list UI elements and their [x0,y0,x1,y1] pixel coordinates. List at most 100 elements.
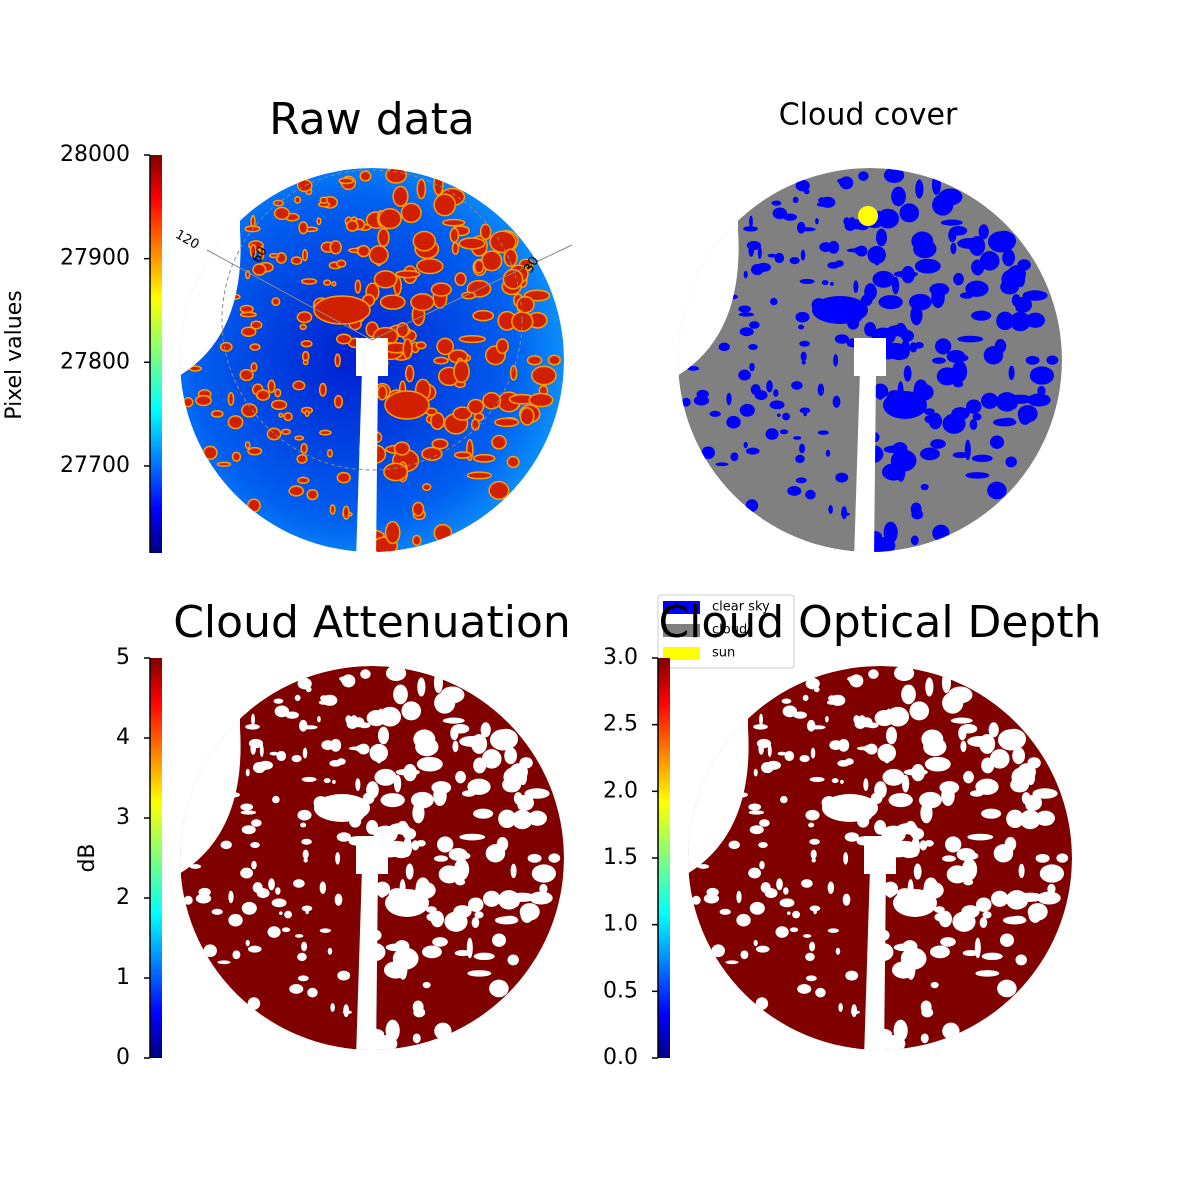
sky-blob [781,698,792,704]
sky-blob [430,412,445,431]
sky-blob [539,883,548,894]
sky-blob [342,505,350,520]
sky-blob [300,822,307,828]
sky-blob [433,193,457,217]
sky-blob [219,341,233,352]
sky-blob [929,945,950,959]
sky-blob [241,825,256,835]
sky-blob [749,321,760,329]
sky-blob [322,279,332,286]
sky-blob [302,248,309,262]
sky-blob [697,864,710,869]
sky-blob [982,911,992,919]
sky-blob [474,758,484,771]
sky-blob [800,351,807,362]
sky-blob [511,809,533,830]
sky-blob [703,893,720,904]
sky-blob [313,295,371,325]
colorbar-tick-label: 0.5 [603,978,638,1003]
sky-blob [383,462,409,482]
sky-blob [841,506,848,520]
sky-blob [296,311,313,324]
sky-blob [957,335,984,343]
sky-blob [902,940,918,954]
sky-blob [503,248,518,267]
sky-blob [805,809,820,821]
sky-blob [942,855,956,862]
sky-blob [818,197,826,204]
sky-blob [755,945,770,953]
sky-blob [1028,905,1042,923]
polar-label: 120 [172,227,201,252]
sky-blob [972,413,982,421]
mast-top [356,836,388,874]
sky-blob [360,669,371,679]
sky-blob [495,338,509,355]
sky-blob [831,778,839,784]
sky-blob [745,499,759,512]
sky-blob [436,337,455,356]
sky-blob [337,970,351,981]
sky-blob [217,960,231,965]
sky-blob [489,230,517,254]
sky-blob [183,895,193,905]
sky-blob [893,270,918,278]
sky-blob [295,934,304,938]
sky-blob [883,391,927,419]
sky-blob [914,258,941,274]
sky-blob [335,333,352,345]
sky-blob [811,858,816,863]
sky-blob [817,430,829,435]
sky-blob [1015,954,1027,966]
sky-blob [393,684,408,705]
sky-blob [774,252,785,264]
sky-blob [913,863,922,880]
sky-blob [498,809,516,829]
sky-blob [345,219,359,232]
sky-blob [302,747,308,759]
sky-blob [1037,891,1061,905]
sky-blob [273,698,284,704]
sky-blob [275,887,281,895]
sky-blob [997,979,1017,998]
sky-blob [416,178,427,200]
legend-swatch [663,647,700,660]
sky-blob [453,451,472,459]
sky-blob [245,768,250,777]
sky-blob [987,231,1014,253]
sky-blob [853,280,859,293]
legend-swatch [663,601,700,614]
sky-blob [960,740,967,753]
sky-blob [432,937,448,947]
sky-blob [920,1033,929,1044]
sky-blob [430,910,444,928]
sky-blob [844,832,860,842]
sky-blob [803,410,807,417]
sky-blob [453,359,470,384]
sky-blob [247,945,262,953]
sky-blob [247,997,261,1010]
sky-blob [963,878,974,886]
mast-top [356,338,388,376]
sky-blob [969,790,984,797]
sky-blob [825,715,829,723]
sky-blob [847,676,862,682]
sky-blob [994,338,1007,354]
sky-blob [334,353,341,368]
sky-blob [982,758,992,771]
sky-blob [990,890,1009,907]
colorbar-tick-label: 28000 [60,142,130,167]
sky-blob [795,179,810,192]
sky-blob [182,397,194,408]
sky-blob [932,194,954,216]
sky-blob [989,749,1010,769]
legend-label: sun [712,646,735,661]
sky-blob [459,736,485,747]
sky-blob [842,893,851,906]
sky-blob [227,415,244,430]
sky-blob [779,898,795,908]
sky-blob [809,838,820,845]
sky-blob [759,819,770,827]
sky-blob [1012,747,1026,765]
colorbar-tick-label: 27800 [60,349,130,374]
